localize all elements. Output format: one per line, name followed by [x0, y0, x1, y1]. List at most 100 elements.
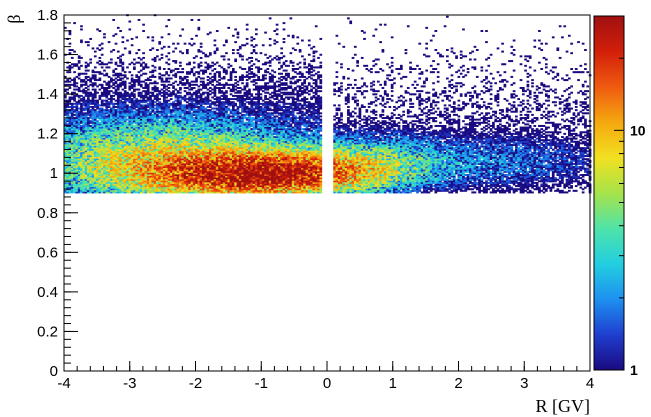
heatmap-cell	[130, 115, 134, 118]
heatmap-cell	[96, 183, 99, 186]
heatmap-cell	[123, 189, 127, 192]
heatmap-cell	[206, 186, 210, 189]
heatmap-cell	[137, 132, 141, 135]
heatmap-cell	[213, 137, 217, 140]
heatmap-cell	[128, 88, 132, 91]
heatmap-cell	[220, 153, 224, 156]
heatmap-cell	[211, 120, 214, 123]
heatmap-cell	[146, 148, 150, 151]
heatmap-cell	[70, 134, 74, 137]
heatmap-cell	[225, 96, 228, 99]
heatmap-cell	[68, 189, 72, 192]
heatmap-cell	[137, 18, 141, 21]
heatmap-cell	[169, 129, 173, 132]
heatmap-cell	[211, 134, 214, 137]
heatmap-cell	[188, 148, 191, 151]
heatmap-cell	[183, 147, 187, 150]
heatmap-cell	[80, 181, 83, 184]
heatmap-cell	[199, 188, 203, 191]
heatmap-cell	[208, 72, 212, 75]
heatmap-cell	[218, 158, 221, 161]
heatmap-cell	[77, 132, 81, 135]
heatmap-cell	[188, 124, 191, 127]
heatmap-cell	[119, 140, 122, 143]
heatmap-cell	[142, 161, 145, 164]
heatmap-cell	[91, 98, 95, 101]
heatmap-cell	[160, 53, 164, 56]
heatmap-cell	[146, 139, 150, 142]
heatmap-cell	[137, 189, 141, 192]
heatmap-cell	[153, 147, 157, 150]
heatmap-cell	[142, 156, 145, 159]
heatmap-cell	[91, 181, 95, 184]
heatmap-cell	[183, 86, 187, 89]
heatmap-cell	[220, 143, 224, 146]
heatmap-cell	[87, 166, 90, 169]
heatmap-cell	[158, 180, 162, 183]
heatmap-cell	[172, 110, 175, 113]
heatmap-cell	[165, 136, 168, 139]
heatmap-cell	[149, 170, 152, 173]
heatmap-cell	[146, 164, 150, 167]
heatmap-cell	[121, 134, 125, 137]
heatmap-cell	[151, 162, 155, 165]
heatmap-cell	[167, 132, 171, 135]
heatmap-cell	[93, 155, 97, 158]
heatmap-cell	[185, 150, 189, 153]
heatmap-cell	[225, 41, 228, 44]
heatmap-cell	[84, 180, 88, 183]
heatmap-cell	[112, 128, 116, 131]
heatmap-cell	[197, 134, 201, 137]
heatmap-cell	[137, 120, 141, 123]
heatmap-cell	[77, 188, 81, 191]
heatmap-cell	[121, 156, 125, 159]
heatmap-cell	[151, 145, 155, 148]
heatmap-cell	[160, 183, 164, 186]
heatmap-cell	[107, 123, 111, 126]
heatmap-cell	[202, 181, 205, 184]
heatmap-cell	[87, 93, 90, 96]
heatmap-cell	[84, 161, 88, 164]
heatmap-cell	[179, 105, 182, 108]
heatmap-cell	[80, 188, 83, 191]
heatmap-cell	[206, 64, 210, 67]
heatmap-cell	[190, 115, 194, 118]
heatmap-cell	[105, 82, 109, 85]
heatmap-cell	[105, 174, 109, 176]
heatmap-cell	[103, 33, 106, 36]
heatmap-cell	[142, 189, 145, 192]
heatmap-cell	[188, 120, 191, 123]
heatmap-cell	[116, 85, 120, 88]
heatmap-cell	[91, 124, 95, 127]
heatmap-cell	[202, 136, 205, 139]
heatmap-cell	[202, 134, 205, 137]
heatmap-cell	[174, 117, 178, 120]
heatmap-cell	[156, 140, 159, 143]
heatmap-cell	[190, 162, 194, 165]
heatmap-cell	[116, 143, 120, 146]
heatmap-cell	[225, 174, 228, 176]
heatmap-cell	[199, 183, 203, 186]
heatmap-cell	[84, 145, 88, 148]
heatmap-cell	[218, 101, 221, 104]
heatmap-cell	[220, 155, 224, 158]
heatmap-cell	[93, 115, 97, 118]
heatmap-cell	[128, 98, 132, 101]
heatmap-cell	[174, 191, 178, 194]
heatmap-cell	[206, 79, 210, 82]
heatmap-cell	[77, 102, 81, 105]
heatmap-cell	[119, 102, 122, 105]
heatmap-cell	[146, 167, 150, 170]
heatmap-cell	[130, 99, 134, 102]
heatmap-cell	[222, 188, 226, 191]
heatmap-cell	[137, 91, 141, 94]
heatmap-cell	[105, 121, 109, 124]
heatmap-cell	[137, 101, 141, 104]
heatmap-cell	[107, 150, 111, 153]
heatmap-cell	[119, 180, 122, 183]
heatmap-cell	[105, 145, 109, 148]
heatmap-cell	[176, 169, 180, 172]
heatmap-cell	[114, 186, 118, 189]
heatmap-cell	[107, 126, 111, 129]
heatmap-cell	[93, 188, 97, 191]
